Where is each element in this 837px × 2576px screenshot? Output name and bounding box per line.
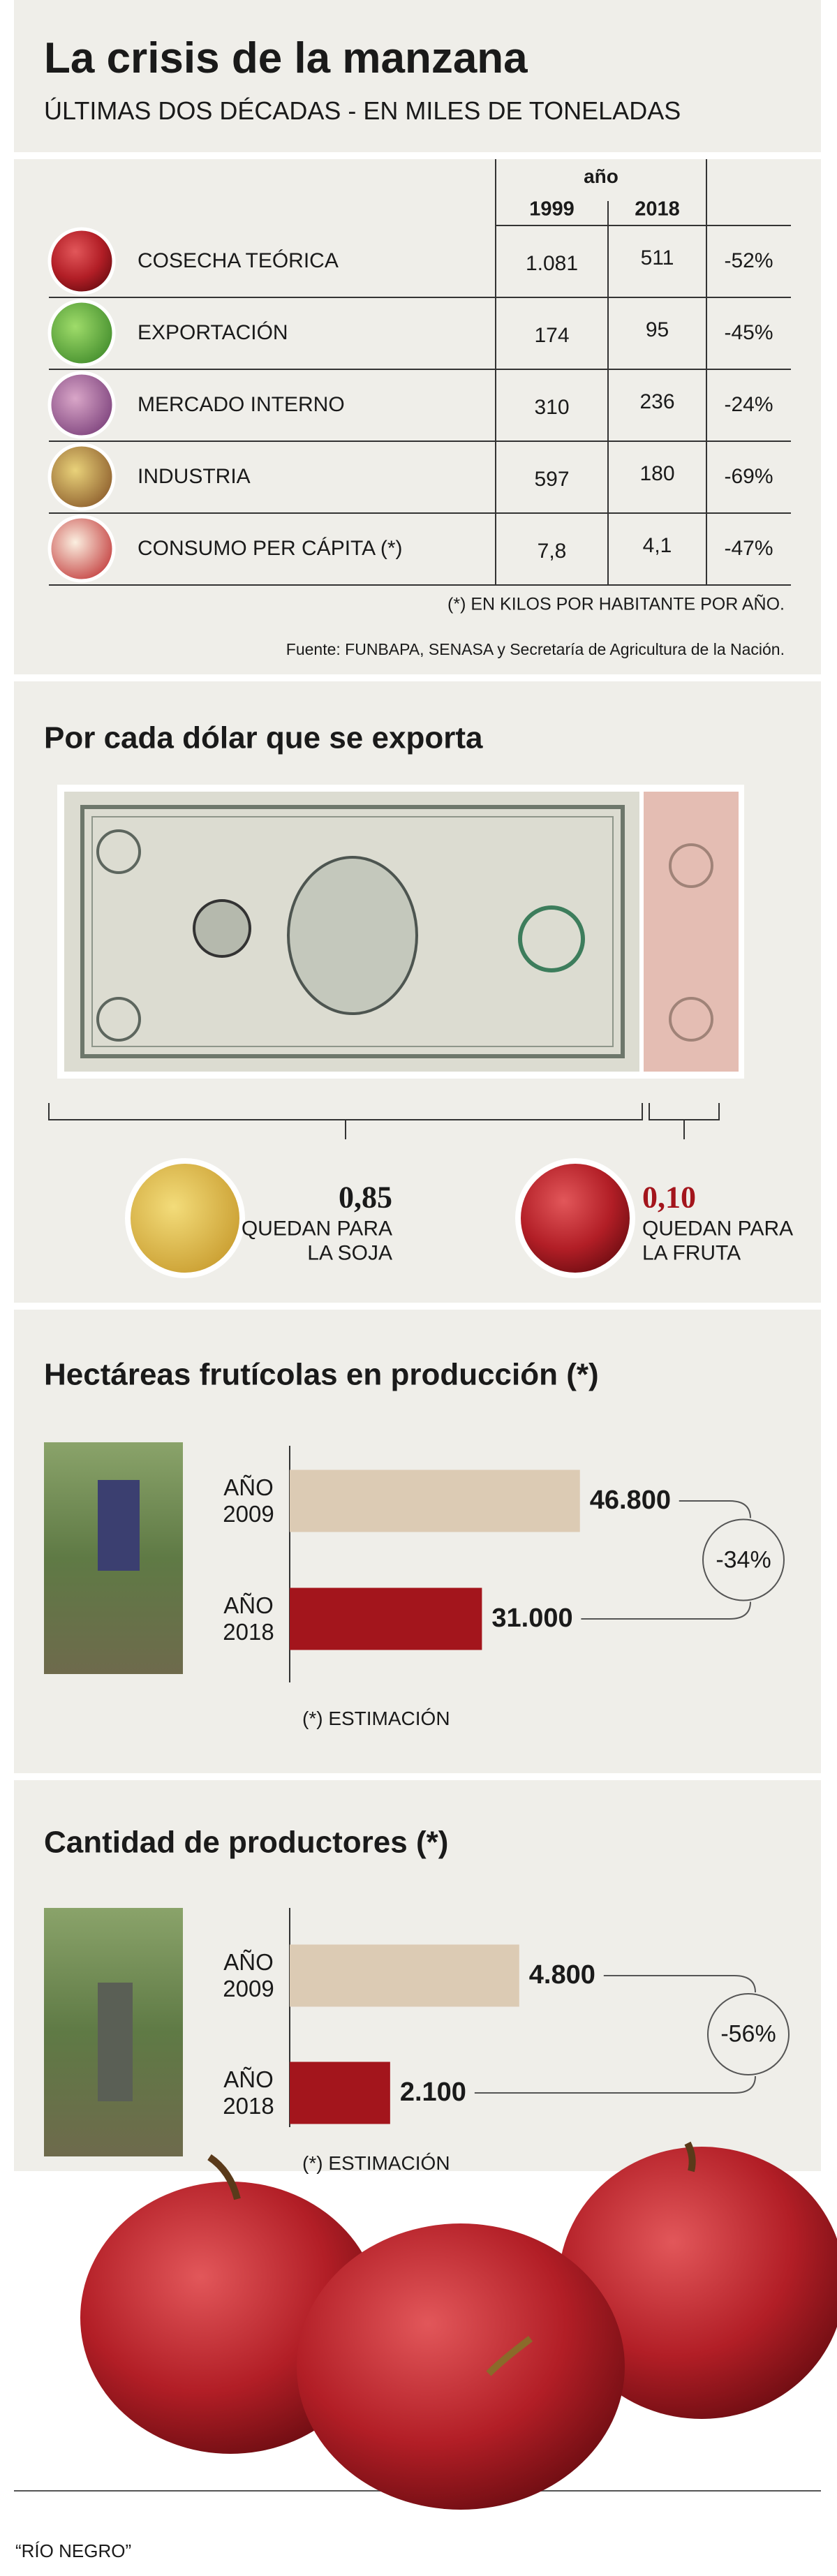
column-header: 2018 (635, 198, 680, 221)
row-icon (47, 515, 116, 583)
value-label: 0,10 (642, 1180, 696, 1215)
cell: 174 (534, 323, 570, 347)
cell: 7,8 (537, 539, 567, 563)
connector (603, 1975, 756, 1993)
divider (0, 152, 837, 159)
row-label: CONSUMO PER CÁPITA (*) (138, 536, 403, 560)
bar (290, 1587, 482, 1650)
bracket (48, 1103, 643, 1139)
column-header: 1999 (529, 198, 575, 221)
divider (0, 674, 837, 681)
row-label: EXPORTACIÓN (138, 320, 288, 344)
cell: 236 (639, 390, 675, 413)
connector (474, 2075, 756, 2094)
cell: 1.081 (525, 251, 579, 275)
category-label: AÑO 2009 (223, 1474, 274, 1527)
cell: -45% (724, 320, 773, 344)
cell: -52% (724, 249, 773, 272)
value-label: 0,85 (339, 1180, 392, 1215)
category-label: AÑO 2009 (223, 1949, 274, 2001)
category-label: QUEDAN PARA LA SOJA (241, 1217, 392, 1265)
bill-border (91, 816, 614, 1047)
corner (96, 997, 141, 1042)
chart-title: Cantidad de productores (*) (44, 1825, 449, 1860)
change-label: -34% (716, 1546, 771, 1573)
value-label: 4.800 (528, 1960, 595, 1990)
row-icon (47, 299, 116, 367)
fruit-icon (515, 1158, 635, 1278)
stem (486, 2336, 533, 2376)
connector (581, 1601, 751, 1620)
margin (0, 0, 14, 2471)
change-badge (702, 1518, 785, 1601)
row-label: INDUSTRIA (138, 464, 251, 488)
group-header: año (584, 165, 619, 187)
value-label: 2.100 (399, 2078, 466, 2108)
chart-note: (*) ESTIMACIÓN (302, 1707, 450, 1729)
corner (96, 829, 141, 874)
apple (297, 2223, 625, 2510)
row-label: COSECHA TEÓRICA (138, 249, 339, 272)
cell: 95 (645, 318, 669, 341)
bar (290, 1470, 580, 1532)
bill-overlay (644, 792, 739, 1072)
change-badge (707, 1993, 790, 2075)
stem (684, 2141, 696, 2172)
cell: -47% (724, 536, 773, 560)
bar (290, 2061, 390, 2124)
seal (518, 905, 585, 972)
photo-figure (98, 1983, 133, 2101)
cell: 4,1 (642, 533, 672, 557)
row-icon (47, 371, 116, 439)
corner (669, 843, 713, 888)
corner (669, 997, 713, 1042)
soy-icon (125, 1158, 245, 1278)
change-label: -56% (720, 2020, 776, 2048)
row-icon (47, 443, 116, 511)
bill (644, 792, 739, 1072)
row-icon (47, 227, 116, 295)
credit: “RÍO NEGRO” (15, 2540, 132, 2562)
seal (193, 899, 251, 958)
chart-title: Por cada dólar que se exporta (44, 720, 483, 755)
subtitle: ÚLTIMAS DOS DÉCADAS - EN MILES DE TONELA… (44, 96, 681, 125)
bracket (649, 1103, 720, 1139)
cell: 511 (640, 246, 674, 269)
value-label: 31.000 (491, 1604, 573, 1634)
cell: 180 (639, 461, 675, 485)
source: Fuente: FUNBAPA, SENASA y Secretaría de … (286, 639, 785, 658)
apples (80, 2141, 837, 2510)
category-label: AÑO 2018 (223, 1592, 274, 1645)
chart-note: (*) ESTIMACIÓN (302, 2152, 450, 2174)
table-note: (*) EN KILOS POR HABITANTE POR AÑO. (447, 594, 785, 614)
margin (821, 0, 837, 2471)
photo-figure (98, 1480, 140, 1571)
portrait (287, 856, 418, 1015)
cell: -24% (724, 392, 773, 416)
divider (0, 1303, 837, 1310)
title: La crisis de la manzana (44, 34, 528, 82)
cell: 310 (534, 395, 570, 419)
cell: -69% (724, 464, 773, 488)
stem (207, 2154, 241, 2200)
connector (679, 1500, 751, 1518)
row-label: MERCADO INTERNO (138, 392, 345, 416)
apple (558, 2147, 837, 2419)
chart-title: Hectáreas frutícolas en producción (*) (44, 1357, 599, 1392)
value-label: 46.800 (589, 1486, 671, 1516)
cell: 597 (534, 467, 570, 491)
dollar-bill (57, 785, 744, 1079)
bar (290, 1944, 519, 2007)
bill-border (80, 805, 625, 1058)
category-label: AÑO 2018 (223, 2066, 274, 2119)
category-label: QUEDAN PARA LA FRUTA (642, 1217, 794, 1265)
divider (0, 1773, 837, 1780)
